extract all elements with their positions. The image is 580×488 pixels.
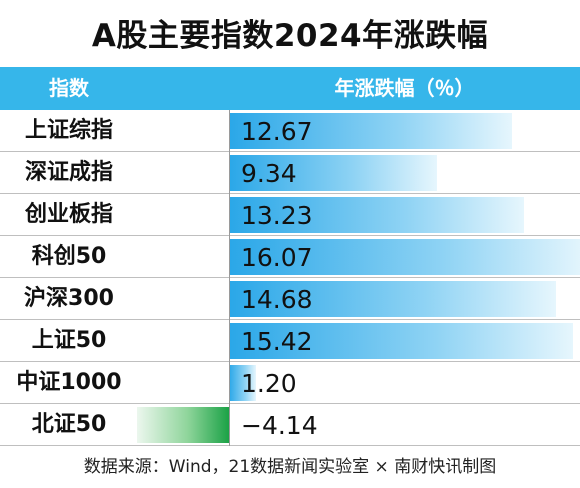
value-label: 12.67: [241, 117, 313, 146]
value-label: 15.42: [241, 327, 313, 356]
table-row: 深证成指 9.34: [0, 152, 580, 194]
chart-title: A股主要指数2024年涨跌幅: [91, 18, 489, 54]
category-label: 上证综指: [24, 118, 113, 143]
value-label: 16.07: [241, 243, 313, 272]
table-header: 指数 年涨跌幅（％）: [0, 67, 580, 110]
category-label: 北证50: [31, 412, 107, 437]
value-label: 9.34: [241, 159, 297, 188]
bar: [229, 113, 512, 149]
bar: [229, 323, 573, 359]
value-label: −4.14: [241, 411, 318, 440]
category-label: 沪深300: [24, 286, 114, 311]
table-row: 科创50 16.07: [0, 236, 580, 278]
table-row: 上证综指 12.67: [0, 110, 580, 152]
bar: [136, 407, 229, 443]
bar-rows: 上证综指 12.67 深证成指 9.34 创业板指 13.23 科创50 16.07 沪深300…: [0, 110, 580, 446]
bar: [229, 239, 580, 275]
zero-axis-line: [229, 110, 230, 446]
table-row: 北证50 −4.14: [0, 404, 580, 446]
category-label: 上证50: [31, 328, 107, 353]
header-change-label: 年涨跌幅（％）: [334, 76, 475, 100]
header-index-label: 指数: [49, 76, 89, 100]
value-label: 1.20: [241, 369, 297, 398]
table-row: 沪深300 14.68: [0, 278, 580, 320]
table-row: 创业板指 13.23: [0, 194, 580, 236]
bar: [229, 281, 557, 317]
value-label: 14.68: [241, 285, 313, 314]
category-label: 中证1000: [16, 370, 122, 395]
data-source-note: 数据来源：Wind，21数据新闻实验室 × 南财快讯制图: [83, 457, 497, 477]
category-label: 科创50: [31, 244, 107, 269]
bar: [229, 155, 438, 191]
category-label: 创业板指: [24, 202, 113, 227]
value-label: 13.23: [241, 201, 313, 230]
table-row: 中证1000 1.20: [0, 362, 580, 404]
bar: [229, 365, 256, 401]
table-row: 上证50 15.42: [0, 320, 580, 362]
bar: [229, 197, 525, 233]
category-label: 深证成指: [24, 160, 113, 185]
